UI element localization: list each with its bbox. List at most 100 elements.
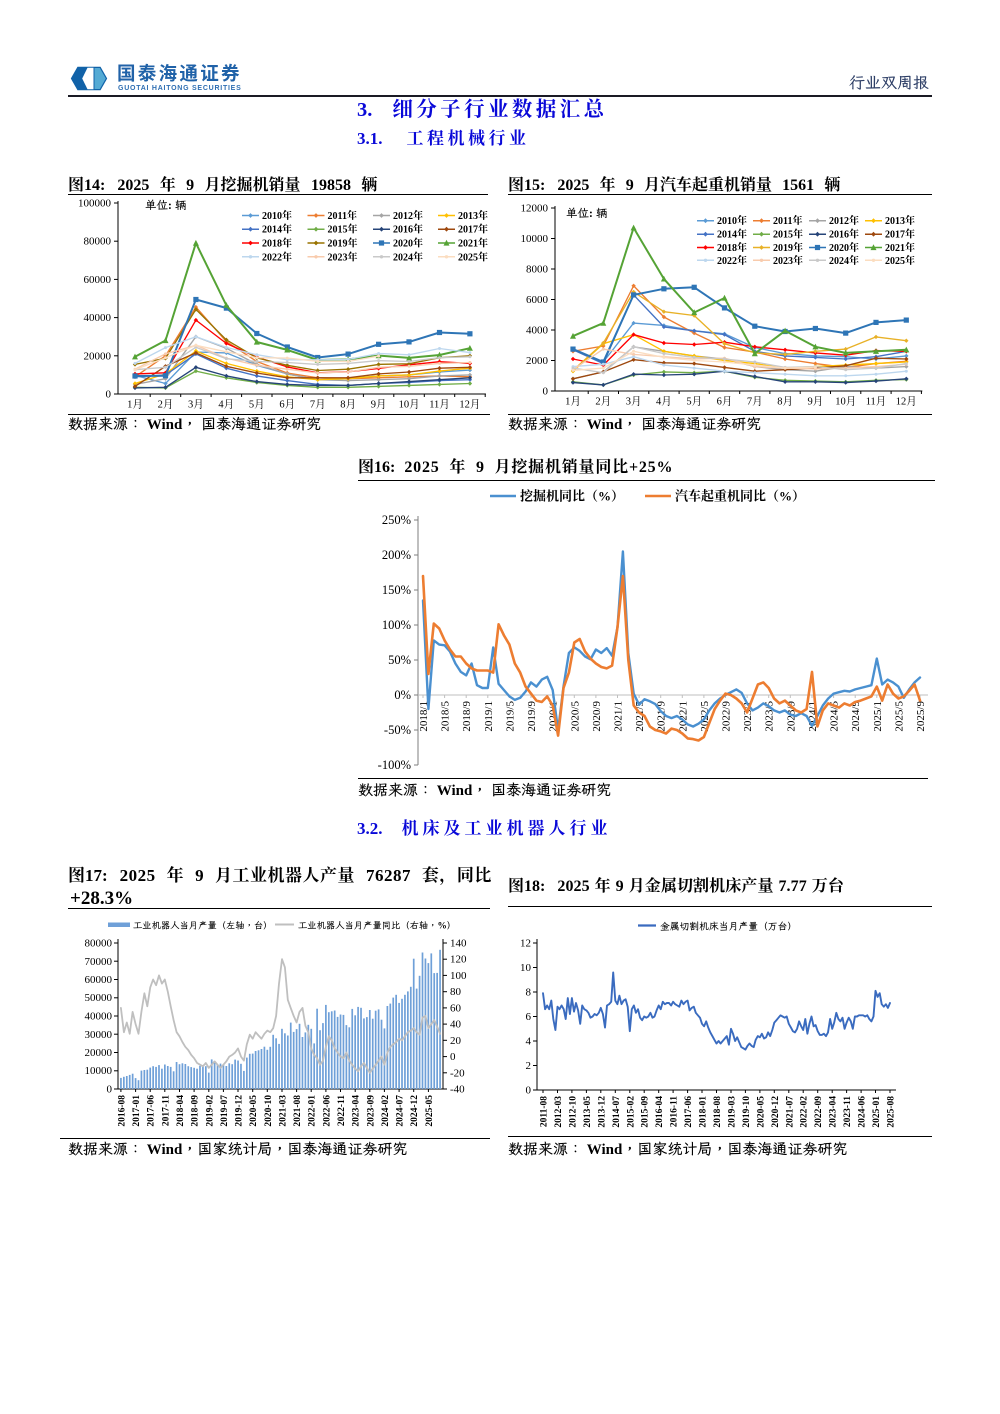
svg-text:2013-12: 2013-12 [597, 1096, 607, 1128]
svg-text:2021-07: 2021-07 [785, 1096, 795, 1128]
svg-text:6000: 6000 [526, 294, 549, 306]
svg-text:2: 2 [526, 1060, 532, 1072]
svg-text:150%: 150% [382, 583, 411, 597]
svg-text:1月: 1月 [565, 396, 581, 408]
svg-text:2015年: 2015年 [773, 228, 803, 241]
svg-text:0%: 0% [394, 688, 411, 702]
svg-text:2023年: 2023年 [773, 254, 803, 267]
svg-text:20: 20 [450, 1035, 462, 1047]
svg-text:2月: 2月 [158, 399, 174, 411]
svg-text:2012-03: 2012-03 [554, 1096, 564, 1128]
svg-text:2018年: 2018年 [262, 237, 292, 250]
svg-text:2022-09: 2022-09 [814, 1096, 824, 1128]
svg-text:2015-02: 2015-02 [626, 1096, 636, 1128]
svg-text:2012-10: 2012-10 [568, 1096, 578, 1128]
svg-text:2014年: 2014年 [262, 223, 292, 236]
svg-text:6月: 6月 [279, 399, 295, 411]
svg-text:6: 6 [526, 1011, 532, 1023]
svg-text:100: 100 [450, 970, 467, 982]
svg-text:2月: 2月 [595, 396, 611, 408]
svg-text:12月: 12月 [459, 399, 480, 411]
svg-text:2025/5: 2025/5 [893, 701, 905, 732]
svg-text:11月: 11月 [866, 396, 887, 408]
svg-text:2017-01: 2017-01 [132, 1095, 142, 1127]
svg-text:7月: 7月 [747, 396, 763, 408]
svg-text:2022/9: 2022/9 [721, 701, 733, 732]
svg-text:5月: 5月 [249, 399, 265, 411]
svg-text:2023年: 2023年 [328, 250, 358, 263]
svg-text:2015年: 2015年 [328, 223, 358, 236]
svg-text:2025-05: 2025-05 [425, 1095, 435, 1127]
svg-text:2022-06: 2022-06 [322, 1095, 332, 1127]
svg-text:挖掘机同比（%）: 挖掘机同比（%） [520, 489, 624, 504]
svg-text:2022年: 2022年 [262, 250, 292, 263]
svg-text:2013年: 2013年 [885, 214, 915, 227]
svg-text:0: 0 [450, 1051, 456, 1063]
svg-text:2020年: 2020年 [393, 237, 423, 250]
svg-text:2024年: 2024年 [829, 254, 859, 267]
svg-text:2019/9: 2019/9 [526, 701, 538, 732]
svg-text:2025年: 2025年 [885, 254, 915, 267]
svg-text:80: 80 [450, 986, 462, 998]
svg-text:20000: 20000 [85, 1047, 113, 1059]
svg-text:单位: 辆: 单位: 辆 [566, 207, 608, 220]
svg-text:2022-11: 2022-11 [337, 1095, 347, 1126]
svg-text:4: 4 [526, 1036, 532, 1048]
svg-text:2016年: 2016年 [393, 223, 423, 236]
svg-text:6月: 6月 [717, 396, 733, 408]
svg-text:200%: 200% [382, 548, 411, 562]
svg-text:8: 8 [526, 987, 532, 999]
svg-text:2020-12: 2020-12 [771, 1096, 781, 1128]
svg-text:0: 0 [543, 386, 549, 398]
svg-text:2020/9: 2020/9 [591, 701, 603, 732]
svg-text:10000: 10000 [85, 1065, 113, 1077]
svg-text:2000: 2000 [526, 355, 549, 367]
svg-text:2020/5: 2020/5 [569, 701, 581, 732]
svg-text:2025-08: 2025-08 [887, 1096, 897, 1128]
svg-text:12000: 12000 [521, 203, 549, 215]
svg-text:2021-08: 2021-08 [293, 1095, 303, 1127]
svg-text:2024/9: 2024/9 [850, 701, 862, 732]
svg-text:2017年: 2017年 [885, 228, 915, 241]
svg-text:60000: 60000 [84, 274, 112, 286]
svg-text:2024-06: 2024-06 [858, 1096, 868, 1128]
svg-text:2012年: 2012年 [393, 209, 423, 222]
svg-text:2022-02: 2022-02 [800, 1096, 810, 1128]
svg-text:4月: 4月 [218, 399, 234, 411]
svg-text:2020年: 2020年 [829, 241, 859, 254]
svg-text:2019/1: 2019/1 [483, 701, 495, 732]
svg-text:2021年: 2021年 [458, 237, 488, 250]
svg-text:2019-12: 2019-12 [235, 1095, 245, 1127]
svg-text:2019-07: 2019-07 [220, 1095, 230, 1127]
svg-text:2020-05: 2020-05 [756, 1096, 766, 1128]
svg-text:2025-01: 2025-01 [872, 1096, 882, 1128]
svg-text:2019/5: 2019/5 [504, 701, 516, 732]
svg-text:60: 60 [450, 1002, 462, 1014]
svg-text:30000: 30000 [85, 1029, 113, 1041]
svg-text:50000: 50000 [85, 992, 113, 1004]
svg-text:2024-02: 2024-02 [381, 1095, 391, 1127]
svg-text:2018-01: 2018-01 [699, 1096, 709, 1128]
svg-text:100%: 100% [382, 618, 411, 632]
svg-text:10000: 10000 [521, 233, 549, 245]
svg-text:9月: 9月 [371, 399, 387, 411]
svg-text:2018-08: 2018-08 [713, 1096, 723, 1128]
svg-text:20000: 20000 [84, 350, 112, 362]
svg-text:2013-05: 2013-05 [583, 1096, 593, 1128]
svg-text:250%: 250% [382, 513, 411, 527]
svg-text:2025年: 2025年 [458, 250, 488, 263]
svg-text:2017-06: 2017-06 [684, 1096, 694, 1128]
svg-text:70000: 70000 [85, 956, 113, 968]
svg-text:2021/1: 2021/1 [613, 701, 625, 732]
svg-text:40000: 40000 [85, 1011, 113, 1023]
svg-text:2016-04: 2016-04 [655, 1096, 665, 1128]
svg-text:2023-04: 2023-04 [352, 1095, 362, 1127]
svg-text:4月: 4月 [656, 396, 672, 408]
svg-text:40: 40 [450, 1019, 462, 1031]
svg-text:2019年: 2019年 [328, 237, 358, 250]
svg-text:2010年: 2010年 [717, 214, 747, 227]
svg-text:140: 140 [450, 938, 467, 950]
svg-text:2022年: 2022年 [717, 254, 747, 267]
svg-text:1月: 1月 [127, 399, 143, 411]
svg-text:8月: 8月 [340, 399, 356, 411]
